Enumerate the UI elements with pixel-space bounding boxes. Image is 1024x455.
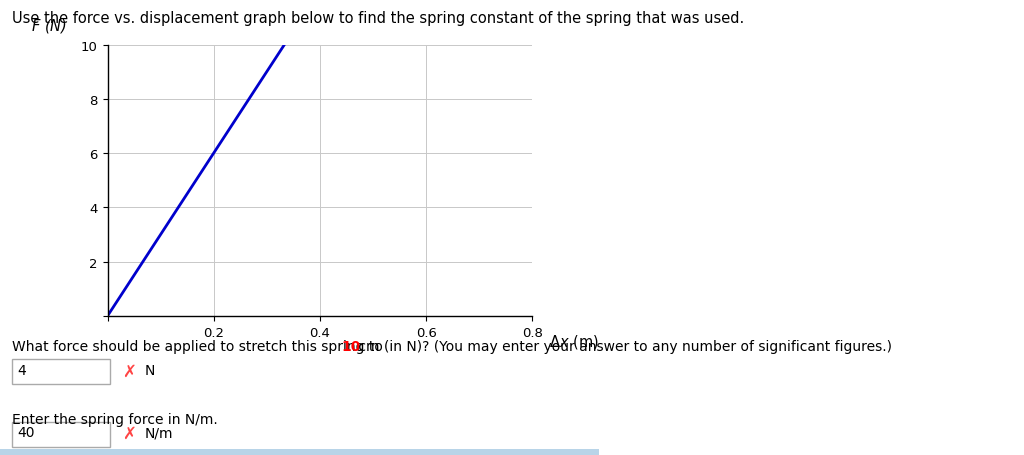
Text: 40: 40 [17,425,35,440]
Text: What force should be applied to stretch this spring to: What force should be applied to stretch … [12,339,387,353]
Text: cm (in N)? (You may enter your answer to any number of significant figures.): cm (in N)? (You may enter your answer to… [353,339,892,353]
Text: ✗: ✗ [122,362,136,379]
Text: $F$ (N): $F$ (N) [31,17,67,35]
Text: 10: 10 [342,339,361,353]
Text: N/m: N/m [144,425,173,440]
Text: Use the force vs. displacement graph below to find the spring constant of the sp: Use the force vs. displacement graph bel… [12,11,744,26]
Text: Enter the spring force in N/m.: Enter the spring force in N/m. [12,412,218,426]
Text: $\Delta x$ (m): $\Delta x$ (m) [550,333,599,350]
Text: N: N [144,363,155,377]
Text: ✗: ✗ [122,424,136,442]
Text: 4: 4 [17,363,27,377]
